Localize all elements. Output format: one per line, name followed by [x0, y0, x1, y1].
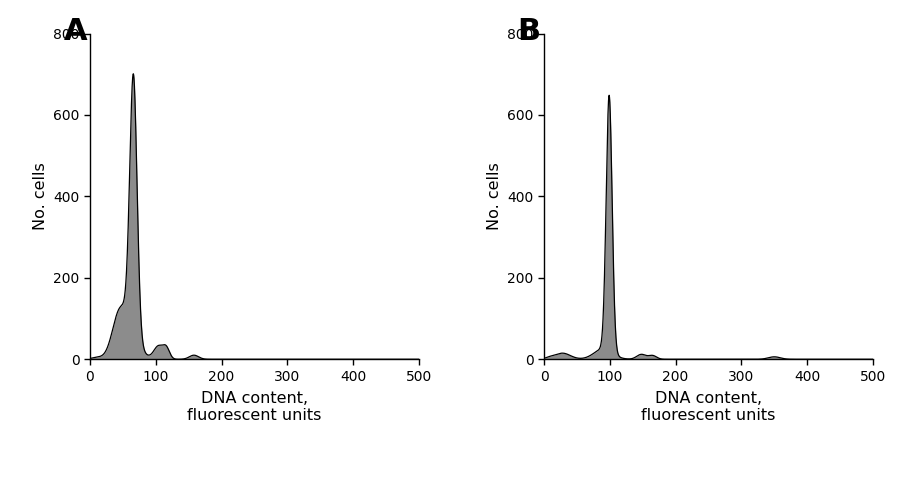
Text: B: B	[518, 17, 541, 46]
X-axis label: DNA content,
fluorescent units: DNA content, fluorescent units	[642, 390, 776, 423]
Y-axis label: No. cells: No. cells	[32, 162, 48, 230]
Y-axis label: No. cells: No. cells	[487, 162, 501, 230]
Text: A: A	[64, 17, 87, 46]
X-axis label: DNA content,
fluorescent units: DNA content, fluorescent units	[187, 390, 321, 423]
